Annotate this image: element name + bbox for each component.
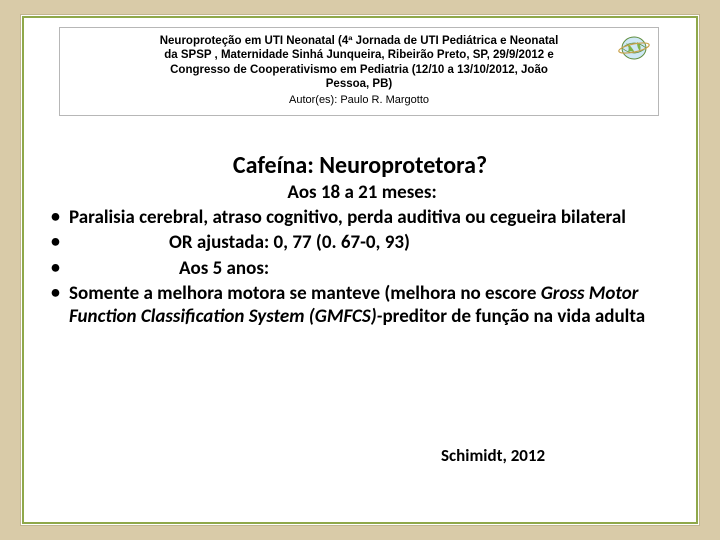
header-line-3: Congresso de Cooperativismo em Pediatria… [68, 63, 650, 77]
header-line-1: Neuroproteção em UTI Neonatal (4ª Jornad… [68, 34, 650, 48]
bullet-4: Somente a melhora motora se manteve (mel… [47, 282, 677, 328]
bullet-2: OR ajustada: 0, 77 (0. 67-0, 93) [47, 231, 677, 254]
content-subheading: Aos 18 a 21 meses: [47, 181, 677, 204]
bullet-3: Aos 5 anos: [47, 257, 677, 280]
header-reference-box: Neuroproteção em UTI Neonatal (4ª Jornad… [59, 27, 659, 116]
bullet-1-text: Paralisia cerebral, atraso cognitivo, pe… [69, 206, 626, 229]
header-line-2: da SPSP , Maternidade Sinhá Junqueira, R… [68, 48, 650, 62]
slide-frame: Neuroproteção em UTI Neonatal (4ª Jornad… [20, 14, 700, 526]
bullet-list: Paralisia cerebral, atraso cognitivo, pe… [47, 206, 677, 328]
slide-title: Cafeína: Neuroprotetora? [21, 151, 699, 180]
header-authors: Autor(es): Paulo R. Margotto [68, 94, 650, 108]
slide-content: Aos 18 a 21 meses: Paralisia cerebral, a… [47, 181, 677, 330]
citation: Schimidt, 2012 [441, 445, 545, 466]
bullet-4-pre: Somente a melhora motora se manteve (mel… [69, 282, 541, 305]
bullet-3-text: Aos 5 anos: [179, 257, 269, 280]
bullet-1: Paralisia cerebral, atraso cognitivo, pe… [47, 206, 677, 229]
bullet-2-text: OR ajustada: 0, 77 (0. 67-0, 93) [169, 231, 410, 254]
header-line-4: Pessoa, PB) [68, 77, 650, 91]
globe-icon [617, 35, 651, 61]
bullet-4-post: preditor de função na vida adulta [382, 305, 645, 328]
